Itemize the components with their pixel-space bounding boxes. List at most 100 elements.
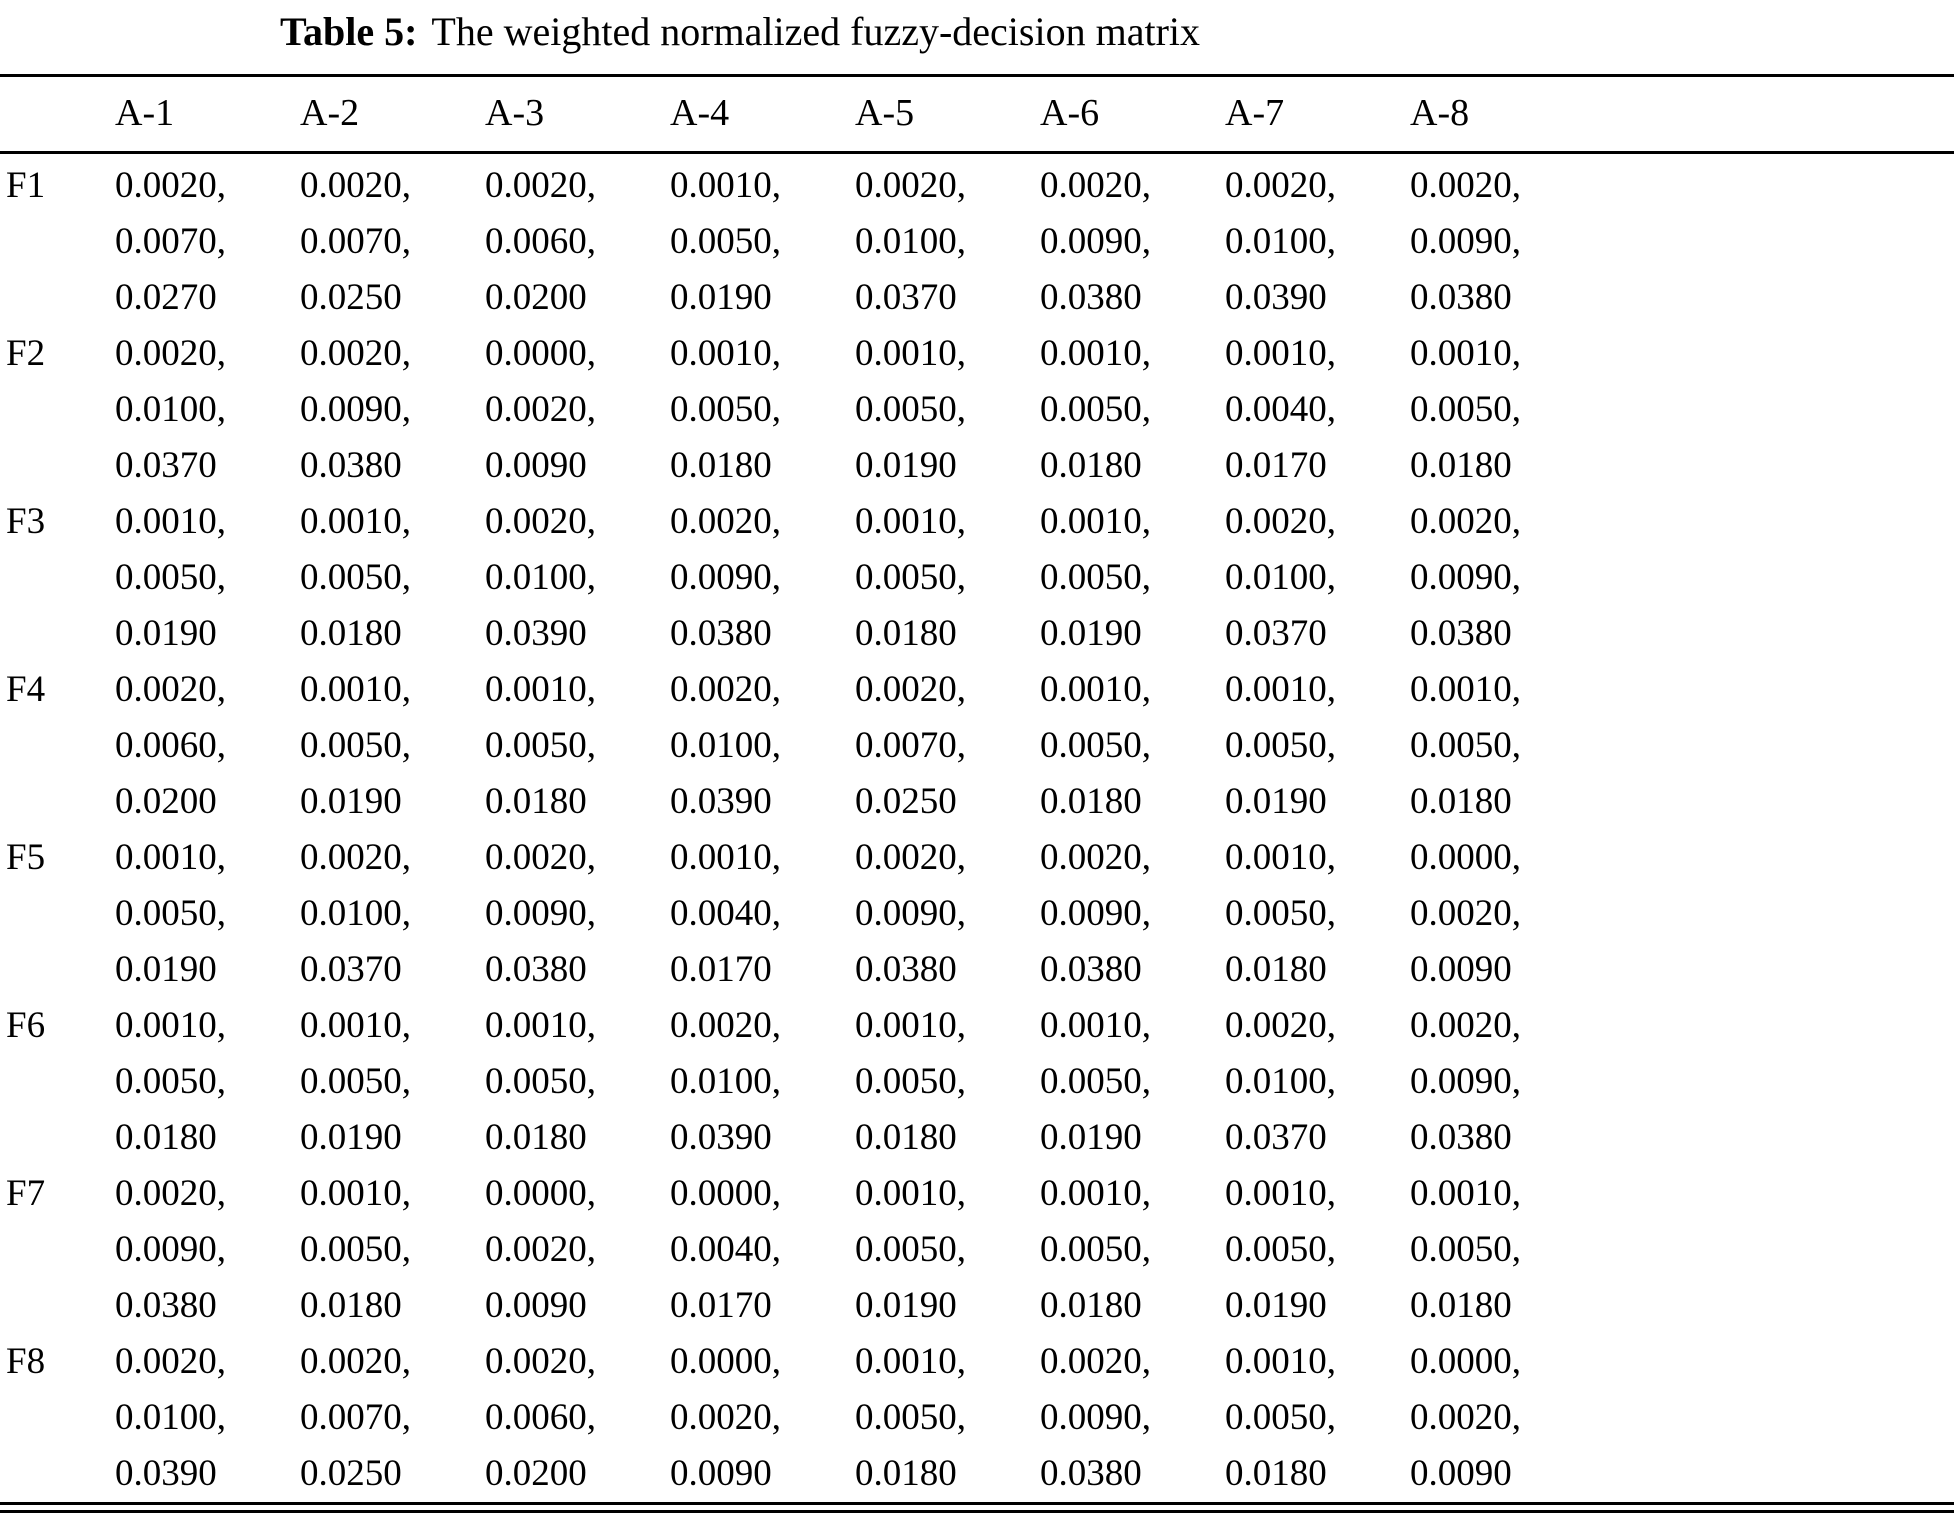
cell-line: 0.0370 — [115, 445, 217, 486]
cell-line: 0.0010, — [1225, 669, 1336, 710]
matrix-cell: 0.0010, 0.0050, 0.0190 — [115, 494, 300, 662]
cell-line: 0.0010, — [1225, 333, 1336, 374]
cell-line: 0.0180 — [855, 1117, 957, 1158]
matrix-cell: 0.0010, 0.0050, 0.0180 — [1040, 326, 1225, 494]
matrix-cell: 0.0010, 0.0050, 0.0190 — [300, 662, 485, 830]
cell-line: 0.0050, — [855, 1397, 966, 1438]
cell-line: 0.0010, — [1225, 1173, 1336, 1214]
cell-line: 0.0000, — [485, 1173, 596, 1214]
cell-line: 0.0010, — [1410, 333, 1521, 374]
cell-line: 0.0020, — [855, 165, 966, 206]
cell-line: 0.0250 — [300, 277, 402, 318]
table-row: F6 0.0010, 0.0050, 0.0180 0.0010, 0.0050, 0.01… — [0, 998, 1954, 1166]
matrix-cell: 0.0010, 0.0050, 0.0190 — [1225, 1166, 1410, 1334]
row-label: F7 — [6, 1173, 46, 1214]
cell-line: 0.0170 — [670, 949, 772, 990]
cell-line: 0.0020, — [855, 837, 966, 878]
cell-line: 0.0190 — [855, 1285, 957, 1326]
column-header: A-1 — [115, 75, 300, 154]
matrix-cell: 0.0020, 0.0100, 0.0370 — [1225, 494, 1410, 662]
cell-line: 0.0010, — [670, 333, 781, 374]
matrix-cell: 0.0020, 0.0070, 0.0250 — [300, 153, 485, 327]
cell-line: 0.0010, — [115, 1005, 226, 1046]
table-row: F4 0.0020, 0.0060, 0.0200 0.0010, 0.0050, 0.01… — [0, 662, 1954, 830]
table-caption: Table 5: The weighted normalized fuzzy-de… — [0, 8, 1480, 56]
cell-line: 0.0020, — [1410, 1397, 1521, 1438]
cell-line: 0.0020, — [670, 501, 781, 542]
cell-line: 0.0380 — [670, 613, 772, 654]
cell-line: 0.0020, — [300, 837, 411, 878]
matrix-cell: 0.0010, 0.0050, 0.0190 — [855, 326, 1040, 494]
cell-line: 0.0050, — [115, 893, 226, 934]
matrix-cell: 0.0010, 0.0050, 0.0180 — [1410, 326, 1595, 494]
matrix-cell: 0.0020, 0.0070, 0.0270 — [115, 153, 300, 327]
cell-line: 0.0100, — [485, 557, 596, 598]
cell-line: 0.0380 — [115, 1285, 217, 1326]
cell-line: 0.0050, — [1410, 389, 1521, 430]
column-header: A-2 — [300, 75, 485, 154]
matrix-cell: 0.0010, 0.0050, 0.0180 — [1040, 662, 1225, 830]
cell-line: 0.0000, — [670, 1173, 781, 1214]
row-filler-cell — [1595, 830, 1954, 998]
table-caption-label: Table 5: — [279, 9, 418, 54]
cell-line: 0.0180 — [1410, 781, 1512, 822]
matrix-cell: 0.0020, 0.0070, 0.0250 — [300, 1334, 485, 1504]
matrix-cell: 0.0020, 0.0060, 0.0200 — [485, 153, 670, 327]
cell-line: 0.0020, — [115, 333, 226, 374]
cell-line: 0.0050, — [300, 557, 411, 598]
cell-line: 0.0100, — [670, 725, 781, 766]
cell-line: 0.0180 — [1040, 445, 1142, 486]
cell-line: 0.0190 — [300, 1117, 402, 1158]
cell-line: 0.0190 — [855, 445, 957, 486]
matrix-cell: 0.0010, 0.0050, 0.0190 — [670, 153, 855, 327]
cell-line: 0.0010, — [300, 1005, 411, 1046]
cell-line: 0.0010, — [115, 837, 226, 878]
matrix-cell: 0.0010, 0.0050, 0.0180 — [115, 998, 300, 1166]
row-label: F6 — [6, 1005, 46, 1046]
cell-line: 0.0200 — [115, 781, 217, 822]
cell-line: 0.0090, — [1410, 557, 1521, 598]
matrix-cell: 0.0020, 0.0100, 0.0370 — [1225, 998, 1410, 1166]
cell-line: 0.0060, — [115, 725, 226, 766]
row-filler-cell — [1595, 153, 1954, 327]
matrix-cell: 0.0010, 0.0050, 0.0190 — [115, 830, 300, 998]
cell-line: 0.0020, — [1225, 501, 1336, 542]
cell-line: 0.0050, — [1410, 1229, 1521, 1270]
cell-line: 0.0010, — [1040, 333, 1151, 374]
cell-line: 0.0380 — [300, 445, 402, 486]
cell-line: 0.0020, — [1040, 837, 1151, 878]
cell-line: 0.0050, — [485, 1061, 596, 1102]
cell-line: 0.0020, — [115, 1341, 226, 1382]
cell-line: 0.0100, — [1225, 1061, 1336, 1102]
cell-line: 0.0200 — [485, 277, 587, 318]
matrix-cell: 0.0000, 0.0020, 0.0090 — [485, 1166, 670, 1334]
cell-line: 0.0090, — [1040, 221, 1151, 262]
cell-line: 0.0020, — [1410, 501, 1521, 542]
cell-line: 0.0070, — [855, 725, 966, 766]
cell-line: 0.0390 — [1225, 277, 1327, 318]
cell-line: 0.0380 — [1410, 277, 1512, 318]
matrix-cell: 0.0020, 0.0100, 0.0370 — [855, 153, 1040, 327]
cell-line: 0.0180 — [670, 445, 772, 486]
cell-line: 0.0050, — [1225, 893, 1336, 934]
table-row: F5 0.0010, 0.0050, 0.0190 0.0020, 0.0100, 0.03… — [0, 830, 1954, 998]
cell-line: 0.0090, — [1040, 893, 1151, 934]
cell-line: 0.0100, — [300, 893, 411, 934]
cell-line: 0.0010, — [1225, 837, 1336, 878]
cell-line: 0.0190 — [1225, 781, 1327, 822]
cell-line: 0.0040, — [670, 893, 781, 934]
matrix-cell: 0.0020, 0.0090, 0.0380 — [1040, 1334, 1225, 1504]
column-header: A-5 — [855, 75, 1040, 154]
cell-line: 0.0010, — [1410, 669, 1521, 710]
cell-line: 0.0190 — [300, 781, 402, 822]
cell-line: 0.0020, — [300, 333, 411, 374]
cell-line: 0.0050, — [300, 1061, 411, 1102]
matrix-cell: 0.0020, 0.0100, 0.0390 — [115, 1334, 300, 1504]
matrix-cell: 0.0010, 0.0050, 0.0180 — [485, 662, 670, 830]
cell-line: 0.0270 — [115, 277, 217, 318]
cell-line: 0.0040, — [670, 1229, 781, 1270]
matrix-cell: 0.0010, 0.0040, 0.0170 — [670, 830, 855, 998]
cell-line: 0.0010, — [1040, 501, 1151, 542]
cell-line: 0.0090, — [1410, 221, 1521, 262]
cell-line: 0.0010, — [300, 501, 411, 542]
